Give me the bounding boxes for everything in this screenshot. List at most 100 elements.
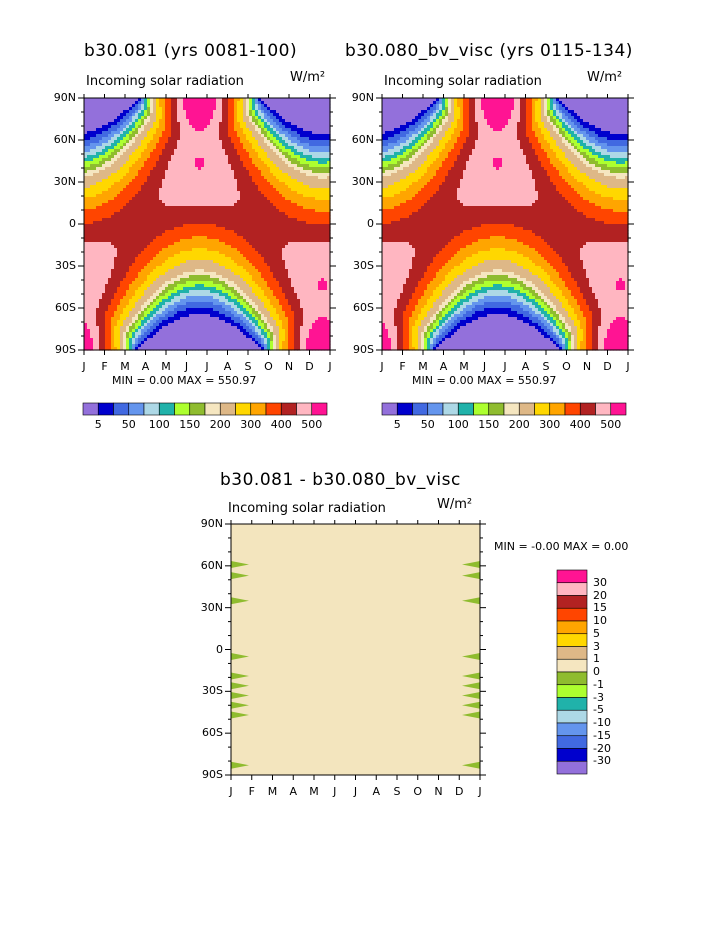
- contour-cell: [96, 254, 100, 258]
- contour-cell: [192, 182, 196, 186]
- contour-cell: [216, 215, 220, 219]
- contour-cell: [309, 212, 313, 216]
- contour-cell: [159, 221, 163, 225]
- contour-cell: [291, 107, 295, 111]
- contour-cell: [231, 164, 235, 168]
- contour-cell: [201, 128, 205, 132]
- contour-cell: [285, 158, 289, 162]
- contour-cell: [126, 152, 130, 156]
- contour-cell: [198, 179, 202, 183]
- contour-cell: [144, 119, 148, 123]
- contour-cell: [237, 143, 241, 147]
- contour-cell: [309, 227, 313, 231]
- contour-cell: [93, 137, 97, 141]
- contour-cell: [222, 278, 226, 282]
- contour-cell: [96, 137, 100, 141]
- contour-cell: [138, 101, 142, 105]
- contour-cell: [93, 224, 97, 228]
- contour-cell: [147, 104, 151, 108]
- contour-cell: [267, 149, 271, 153]
- contour-cell: [132, 212, 136, 216]
- contour-cell: [120, 119, 124, 123]
- contour-cell: [180, 164, 184, 168]
- contour-cell: [276, 140, 280, 144]
- contour-cell: [156, 275, 160, 279]
- contour-cell: [237, 251, 241, 255]
- contour-cell: [249, 248, 253, 252]
- contour-cell: [213, 137, 217, 141]
- contour-cell: [162, 203, 166, 207]
- contour-cell: [252, 275, 256, 279]
- contour-cell: [171, 101, 175, 105]
- contour-cell: [261, 104, 265, 108]
- contour-cell: [198, 236, 202, 240]
- contour-cell: [318, 191, 322, 195]
- contour-cell: [276, 146, 280, 150]
- contour-cell: [117, 275, 121, 279]
- contour-cell: [198, 272, 202, 276]
- contour-cell: [276, 230, 280, 234]
- contour-cell: [261, 152, 265, 156]
- contour-cell: [138, 197, 142, 201]
- contour-cell: [165, 176, 169, 180]
- contour-cell: [309, 152, 313, 156]
- contour-cell: [255, 119, 259, 123]
- contour-cell: [105, 122, 109, 126]
- contour-cell: [162, 113, 166, 117]
- contour-cell: [282, 275, 286, 279]
- contour-cell: [84, 224, 88, 228]
- contour-cell: [204, 239, 208, 243]
- contour-cell: [237, 224, 241, 228]
- contour-cell: [225, 164, 229, 168]
- contour-cell: [135, 200, 139, 204]
- contour-cell: [123, 185, 127, 189]
- contour-cell: [249, 104, 253, 108]
- contour-cell: [267, 239, 271, 243]
- contour-cell: [183, 122, 187, 126]
- contour-cell: [279, 263, 283, 267]
- contour-cell: [216, 221, 220, 225]
- contour-cell: [228, 173, 232, 177]
- contour-cell: [231, 254, 235, 258]
- contour-cell: [288, 113, 292, 117]
- contour-cell: [249, 149, 253, 153]
- contour-cell: [156, 128, 160, 132]
- contour-cell: [174, 191, 178, 195]
- contour-cell: [258, 245, 262, 249]
- contour-cell: [285, 251, 289, 255]
- contour-cell: [96, 251, 100, 255]
- contour-cell: [117, 182, 121, 186]
- contour-cell: [216, 212, 220, 216]
- contour-cell: [234, 221, 238, 225]
- contour-cell: [303, 176, 307, 180]
- contour-cell: [171, 146, 175, 150]
- contour-cell: [246, 176, 250, 180]
- contour-cell: [195, 191, 199, 195]
- contour-cell: [282, 203, 286, 207]
- contour-cell: [138, 203, 142, 207]
- contour-cell: [117, 251, 121, 255]
- contour-cell: [288, 227, 292, 231]
- contour-cell: [327, 197, 331, 201]
- contour-cell: [252, 167, 256, 171]
- contour-cell: [87, 230, 91, 234]
- contour-cell: [240, 215, 244, 219]
- contour-cell: [321, 173, 325, 177]
- contour-cell: [237, 167, 241, 171]
- contour-cell: [285, 107, 289, 111]
- contour-cell: [294, 143, 298, 147]
- contour-cell: [249, 116, 253, 120]
- contour-cell: [258, 137, 262, 141]
- contour-cell: [288, 275, 292, 279]
- contour-cell: [228, 239, 232, 243]
- contour-cell: [288, 122, 292, 126]
- contour-cell: [213, 254, 217, 258]
- contour-cell: [96, 164, 100, 168]
- contour-cell: [255, 194, 259, 198]
- contour-cell: [216, 263, 220, 267]
- contour-cell: [87, 257, 91, 261]
- contour-cell: [174, 263, 178, 267]
- contour-cell: [327, 161, 331, 165]
- contour-cell: [309, 164, 313, 168]
- contour-cell: [165, 110, 169, 114]
